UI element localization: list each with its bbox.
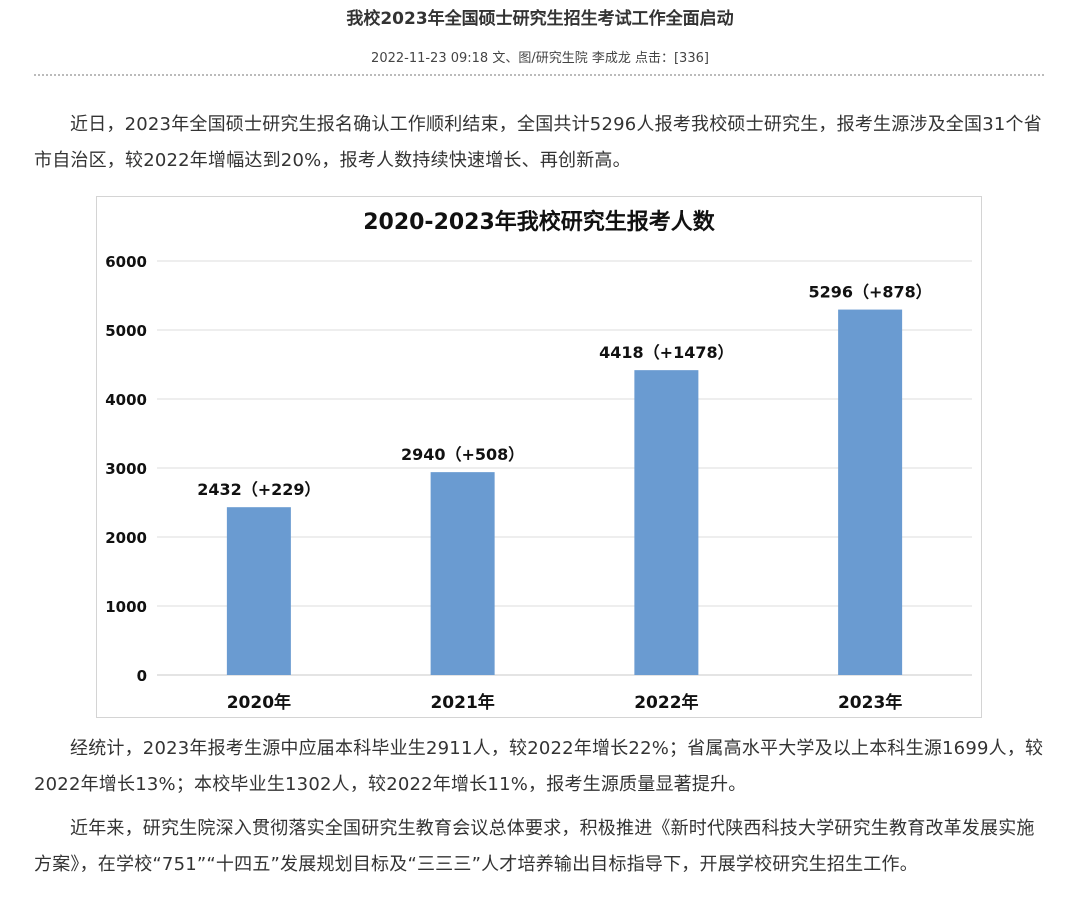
y-tick-label: 0 <box>137 667 147 685</box>
y-tick-label: 4000 <box>105 391 147 409</box>
data-label: 5296（+878） <box>808 283 931 302</box>
bar <box>634 370 699 675</box>
data-label: 2940（+508） <box>401 445 524 464</box>
paragraph-3: 近年来，研究生院深入贯彻落实全国研究生教育会议总体要求，积极推进《新时代陕西科技… <box>34 818 1035 875</box>
y-tick-label: 5000 <box>105 322 147 340</box>
x-tick-label: 2023年 <box>838 692 902 713</box>
bar-chart: 2020-2023年我校研究生报考人数 0 1000 2000 3000 4000 500… <box>105 209 972 713</box>
bar <box>838 309 903 675</box>
x-tick-label: 2021年 <box>430 692 494 713</box>
x-tick-label: 2022年 <box>634 692 698 713</box>
bar <box>430 472 495 675</box>
data-label: 4418（+1478） <box>599 343 733 362</box>
article-title: 我校2023年全国硕士研究生招生考试工作全面启动 <box>346 9 734 29</box>
x-tick-label: 2020年 <box>227 692 291 713</box>
y-tick-label: 6000 <box>105 253 147 271</box>
paragraph-2: 经统计，2023年报考生源中应届本科毕业生2911人，较2022年增长22%；省… <box>34 738 1044 795</box>
bar <box>226 507 291 675</box>
y-tick-label: 3000 <box>105 460 147 478</box>
article-meta: 2022-11-23 09:18 文、图/研究生院 李成龙 点击：[336] <box>371 51 709 66</box>
y-tick-label: 2000 <box>105 529 147 547</box>
y-tick-label: 1000 <box>105 598 147 616</box>
paragraph-1: 近日，2023年全国硕士研究生报名确认工作顺利结束，全国共计5296人报考我校硕… <box>34 114 1042 171</box>
data-label: 2432（+229） <box>197 480 320 499</box>
divider <box>34 74 1044 76</box>
chart-title: 2020-2023年我校研究生报考人数 <box>363 209 716 235</box>
chart-container: 2020-2023年我校研究生报考人数 0 1000 2000 3000 4000 500… <box>96 196 982 718</box>
